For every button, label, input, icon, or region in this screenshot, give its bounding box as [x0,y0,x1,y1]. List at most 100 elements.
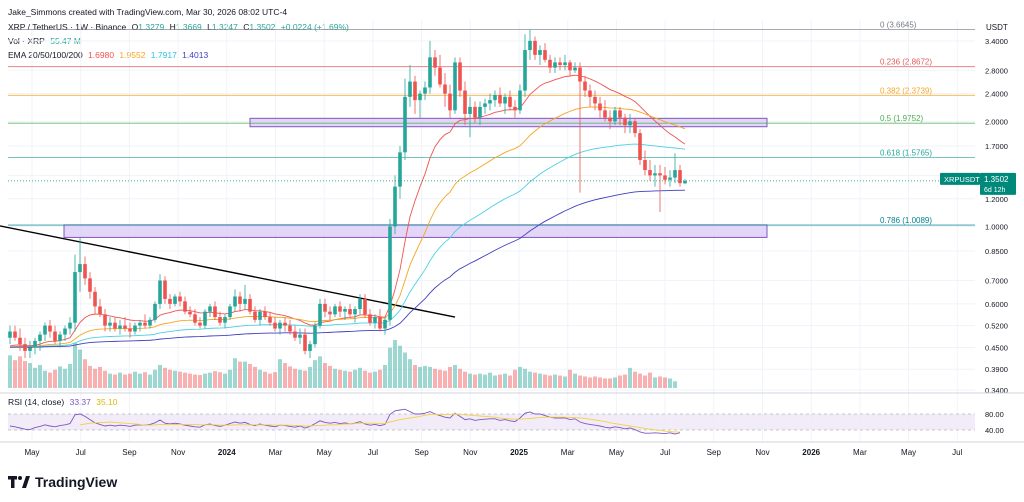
candle-body [328,311,332,315]
volume-bar [393,340,397,388]
candle-body [8,331,12,338]
candle-body [618,110,622,118]
candle-body [343,309,347,312]
volume-bar [513,369,517,388]
candle-body [423,87,427,94]
price-chart[interactable]: May Jul Sep Nov 2024 Mar May Jul Sep Nov 2025 Mar Ma… [0,0,1024,470]
candle-body [103,314,107,326]
candle-body [158,280,162,304]
candle-body [648,170,652,176]
candle-body [308,344,312,351]
volume-bar [18,356,22,388]
volume-bar [218,372,222,388]
candle-body [493,94,497,101]
volume-bar [593,376,597,388]
volume-bar [13,360,17,388]
ohlc-change: +0.0224 (+1.69%) [280,22,349,32]
candle-body [203,311,207,326]
volume-bar [303,370,307,388]
volume-bar [148,374,152,388]
price-tag-countdown: 6d 12h [984,187,1006,194]
volume-bar [453,364,457,388]
rsi-band [8,414,975,430]
candle-body [223,317,227,323]
candle-body [508,96,512,107]
candle-body [78,264,82,273]
candle-body [128,328,132,332]
volume-bar [313,360,317,388]
price-axis-tick: 2.0000 [985,117,1008,126]
volume-bar [568,369,572,388]
volume-bar [348,371,352,388]
time-axis-label: Jul [660,448,670,457]
volume-bar [328,365,332,388]
volume-bar [648,372,652,388]
volume-bar [448,366,452,388]
candle-body [578,67,582,82]
volume-bar [428,366,432,388]
volume-bar [573,373,577,388]
volume-bar [463,371,467,388]
volume-bar [423,365,427,388]
volume-bar [53,369,57,388]
volume-bar [98,366,102,388]
time-axis-label: May [317,448,332,457]
volume-bar [673,381,677,388]
time-axis-label: Sep [414,448,429,457]
candle-body [633,121,637,134]
volume-bar [633,371,637,388]
volume-bar [523,368,527,388]
volume-bar [248,364,252,388]
time-axis-label: Mar [269,448,283,457]
candle-body [643,159,647,171]
volume-bar [283,363,287,388]
volume-bar [323,363,327,388]
volume-bar [318,356,322,388]
candle-body [523,50,527,91]
candle-body [73,272,77,323]
candle-body [268,317,272,323]
volume-bar [588,377,592,388]
candle-body [448,93,452,111]
time-axis-label: Mar [561,448,575,457]
volume-bar [363,370,367,388]
candle-body [108,322,112,326]
time-axis-label: Nov [171,448,185,457]
volume-bar [273,372,277,388]
price-axis-tick: 1.7000 [985,142,1008,151]
time-axis-label: 2026 [802,448,820,457]
ema20-value: 1.6980 [88,50,115,60]
candle-body [668,177,672,180]
candle-body [428,57,432,88]
candle-body [583,81,587,91]
candle-body [568,62,572,71]
volume-bar [163,367,167,388]
volume-bar [293,368,297,388]
candle-body [208,306,212,312]
volume-bar [63,368,67,388]
candle-body [358,298,362,310]
candle-body [398,152,402,187]
candle-body [213,306,217,318]
ema200-line [9,189,686,348]
ema100-line [9,143,686,348]
volume-bar [173,370,177,388]
candle-body [383,319,387,329]
candle-body [388,226,392,320]
tradingview-logo: TradingView [8,474,117,490]
candle-body [678,170,682,184]
candle-body [218,317,222,323]
volume-bar [243,361,247,388]
volume-bar [33,367,37,388]
volume-bar [113,374,117,388]
volume-bar [143,372,147,388]
price-axis-tick: 2.8000 [985,66,1008,75]
volume-bar [373,371,377,388]
fib-level-label: 0.786 (1.0089) [880,216,932,225]
volume-bar [123,374,127,388]
candle-body [18,337,22,345]
candle-body [318,303,322,326]
ohlc-open-value: 1.3279 [138,22,165,32]
candle-body [683,180,687,184]
candle-body [33,340,37,348]
